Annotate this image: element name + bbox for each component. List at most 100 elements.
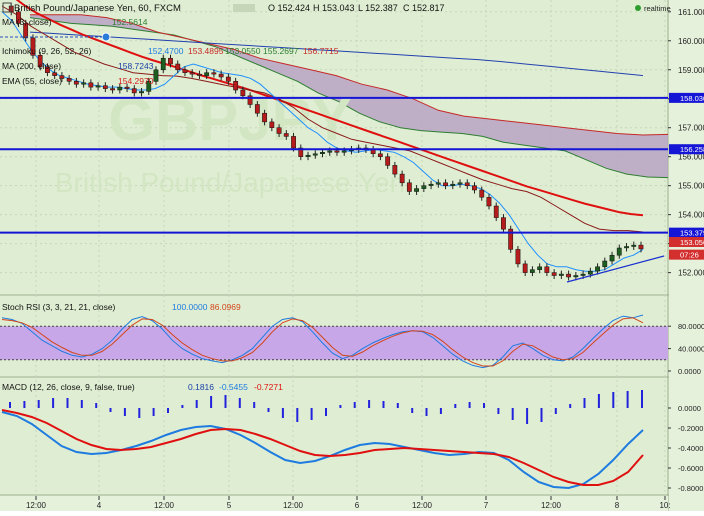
legend-buttons-icon	[233, 4, 255, 12]
time-axis-bg	[0, 496, 668, 511]
time-tick-label: 12:00	[412, 501, 433, 510]
macd-hist-bar	[138, 408, 141, 418]
indicator-value: 155.2697	[263, 46, 299, 56]
macd-hist-bar	[597, 394, 600, 408]
price-tick-label: 155.000	[678, 182, 704, 191]
macd-hist-bar	[310, 408, 313, 420]
macd-hist-bar	[554, 408, 557, 414]
candle	[631, 244, 637, 247]
drawing-anchor-icon	[101, 32, 111, 42]
symbol-box-icon	[2, 2, 12, 13]
candle	[327, 150, 333, 153]
candle	[225, 76, 231, 82]
candle	[153, 69, 159, 82]
candle	[566, 273, 571, 278]
candle	[218, 73, 224, 78]
candle	[406, 182, 412, 192]
time-tick-label: 5	[227, 501, 232, 510]
cloud-span-b	[30, 14, 669, 136]
candle	[254, 104, 260, 114]
macd-signal-line	[1, 409, 644, 486]
price-level-tag	[669, 92, 704, 103]
realtime-dot-icon	[635, 5, 641, 11]
macd-tick-label: -0.2000	[678, 424, 703, 433]
tenkan-line	[1, 11, 644, 272]
candle	[341, 150, 347, 153]
macd-tick-label: -0.6000	[678, 464, 703, 473]
macd-hist-bar	[195, 400, 198, 408]
candle	[37, 55, 43, 68]
macd-hist-bar	[181, 405, 184, 408]
macd-hist-bar	[540, 408, 543, 422]
trendline	[566, 255, 665, 283]
time-tick-label: 10:	[659, 501, 670, 510]
macd-hist-bar	[425, 408, 428, 416]
macd-hist-bar	[511, 408, 514, 420]
macd-panel	[1, 390, 644, 490]
horizontal-levels[interactable]	[0, 96, 668, 234]
candle	[479, 189, 485, 198]
macd-hist-bar	[95, 403, 98, 408]
macd-hist-bar	[238, 398, 241, 408]
candle	[529, 269, 535, 273]
candle	[377, 153, 383, 157]
candle	[16, 11, 21, 24]
ohlc-value: H 153.043	[313, 3, 355, 13]
stoch-band	[0, 326, 668, 360]
macd-hist-bar	[626, 391, 629, 408]
ma-200-line	[29, 31, 644, 77]
candle	[464, 182, 470, 186]
candle	[624, 246, 629, 249]
price-overlays	[1, 0, 644, 272]
candle	[428, 183, 434, 186]
candle	[472, 185, 477, 191]
macd-hist-bar	[353, 402, 356, 408]
price-level-tag-label: 07:26	[680, 251, 699, 260]
candle	[421, 185, 427, 189]
candle	[211, 72, 217, 75]
price-tick-label: 157.000	[678, 124, 704, 133]
candle	[45, 66, 50, 73]
candle	[81, 82, 87, 85]
cloud-fill	[30, 14, 668, 178]
candle	[508, 228, 514, 250]
candle	[52, 72, 58, 76]
candle	[558, 273, 564, 276]
candle	[23, 23, 29, 39]
candle	[573, 275, 579, 278]
time-axis: 12:00 4 12:00 5 12:00 6 12:00 7 12:00 8 10:	[0, 496, 671, 511]
macd-hist-bar	[612, 392, 615, 408]
candle	[385, 156, 391, 166]
price-level-tag-label: 153.379	[680, 229, 704, 238]
macd-hist-bar	[23, 401, 26, 408]
indicator-value: 158.7243	[118, 61, 154, 71]
candle	[276, 127, 282, 134]
time-tick-label: 12:00	[154, 501, 175, 510]
macd-hist-bar	[210, 396, 213, 408]
candle	[493, 205, 499, 218]
macd-hist-bar	[368, 400, 371, 408]
time-tick-label: 12:00	[283, 501, 304, 510]
macd-line-value: -0.5455	[219, 382, 248, 392]
candle	[117, 86, 123, 91]
price-level-tag	[669, 237, 704, 248]
ema-55-line	[15, 0, 644, 217]
macd-hist-bar	[569, 404, 572, 408]
candle	[298, 147, 304, 157]
indicator-value: 153.4895	[188, 46, 224, 56]
macd-hist-bar	[483, 403, 485, 408]
candle	[501, 217, 506, 230]
candle	[305, 154, 311, 157]
candle	[102, 85, 108, 89]
candle	[580, 273, 586, 276]
macd-hist-bar	[382, 401, 385, 408]
macd-hist-bar	[339, 405, 342, 408]
macd-hist-bar	[296, 408, 299, 422]
macd-hist-bar	[641, 390, 643, 408]
candle	[544, 266, 550, 273]
indicator-value: 152.5614	[112, 17, 148, 27]
price-level-tag-label: 156.258	[680, 145, 704, 154]
